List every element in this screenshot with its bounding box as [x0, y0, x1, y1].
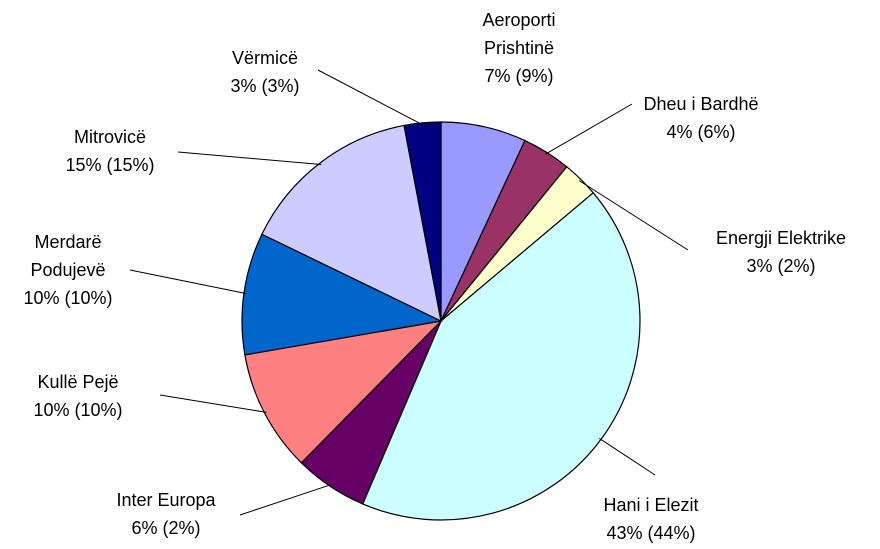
pie-slice	[403, 121, 442, 322]
value-label: 7% (9%)	[484, 66, 554, 86]
slice-label: Kullë Pejë 10% (10%)	[33, 368, 122, 424]
pie-slice	[261, 124, 442, 323]
slice-label: Vërmicë 3% (3%)	[230, 44, 299, 100]
category-label: Vërmicë	[231, 48, 298, 68]
value-label: 10% (10%)	[23, 288, 113, 308]
category-label: Merdarë Podujevë	[30, 232, 106, 280]
leader-line	[177, 151, 322, 166]
slice-label: Merdarë Podujevë 10% (10%)	[23, 228, 112, 312]
value-label: 6% (2%)	[131, 518, 201, 538]
leader-line	[129, 269, 247, 295]
category-label: Dheu i Bardhë	[643, 94, 759, 114]
category-label: Inter Europa	[116, 490, 216, 510]
leader-line	[239, 484, 332, 516]
slice-label: Hani i Elezit 43% (44%)	[603, 491, 698, 547]
slice-label: Mitrovicë 15% (15%)	[65, 123, 154, 179]
value-label: 3% (3%)	[230, 76, 300, 96]
slice-label: Aeroporti Prishtinë 7% (9%)	[482, 6, 555, 90]
value-label: 3% (2%)	[746, 256, 816, 276]
leader-line	[599, 437, 656, 476]
value-label: 10% (10%)	[33, 400, 123, 420]
value-label: 4% (6%)	[666, 122, 736, 142]
leader-line	[578, 180, 689, 251]
category-label: Kullë Pejë	[37, 372, 119, 392]
slice-label: Energji Elektrike 3% (2%)	[716, 224, 846, 280]
slice-label: Dheu i Bardhë 4% (6%)	[643, 90, 758, 146]
value-label: 43% (44%)	[606, 523, 696, 543]
category-label: Hani i Elezit	[603, 495, 699, 515]
slice-label: Inter Europa 6% (2%)	[116, 486, 215, 542]
value-label: 15% (15%)	[65, 155, 155, 175]
category-label: Energji Elektrike	[715, 228, 847, 248]
category-label: Mitrovicë	[73, 127, 147, 147]
leader-line	[159, 394, 267, 413]
category-label: Aeroporti Prishtinë	[482, 10, 556, 58]
leader-line	[545, 103, 633, 155]
pie-slice	[244, 320, 443, 464]
leader-line	[317, 69, 423, 126]
